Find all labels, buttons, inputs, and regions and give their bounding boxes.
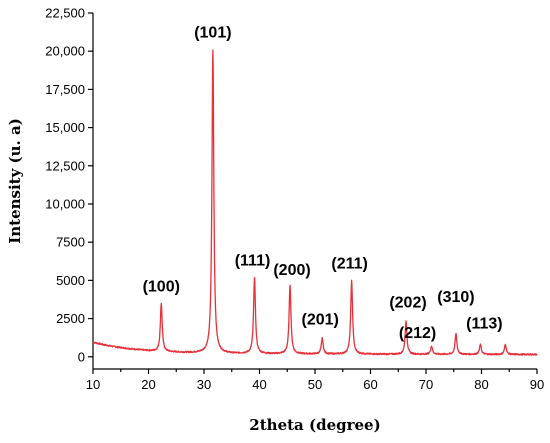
- x-axis-title: 2theta (degree): [249, 416, 380, 434]
- peak-label: (201): [302, 311, 339, 328]
- y-tick-label: 17,500: [45, 82, 85, 97]
- y-tick-label: 15,000: [45, 120, 85, 135]
- peak-labels: (100) (101) (111)(200) (201) (211) (202) (212)…: [143, 25, 503, 342]
- x-tick-label: 50: [308, 377, 322, 392]
- x-tick-label: 20: [141, 377, 155, 392]
- y-tick-label: 22,500: [45, 6, 85, 21]
- peak-label: (100): [143, 278, 180, 295]
- x-tick-label: 40: [252, 377, 266, 392]
- x-ticks: 10 20 30 40 50 60 70 80 90: [86, 369, 544, 392]
- y-tick-label: 5000: [56, 273, 85, 288]
- peak-label: (113): [466, 316, 502, 333]
- peak-label: (111): [235, 252, 271, 269]
- peak-label: (202): [389, 295, 426, 312]
- y-tick-label: 0: [78, 349, 85, 364]
- peak-label: (212): [399, 325, 436, 342]
- x-tick-label: 70: [419, 377, 433, 392]
- xrd-pattern-line: [92, 49, 538, 356]
- y-tick-label: 20,000: [45, 44, 85, 59]
- x-tick-label: 60: [363, 377, 377, 392]
- peak-label: (101): [194, 25, 231, 42]
- x-tick-label: 30: [197, 377, 211, 392]
- peak-label: (211): [331, 255, 367, 272]
- y-tick-label: 7500: [56, 235, 85, 250]
- x-tick-label: 90: [530, 377, 544, 392]
- series: [92, 49, 538, 356]
- x-tick-label: 80: [474, 377, 488, 392]
- y-tick-label: 2500: [56, 311, 85, 326]
- x-tick-label: 10: [86, 377, 100, 392]
- peak-label: (200): [273, 262, 310, 279]
- y-ticks: 0 2500 5000 7500 10,000 12,500 15,000 17,500 20,…: [45, 6, 93, 364]
- y-axis-title: Intensity (u. a): [6, 118, 24, 244]
- y-tick-label: 12,500: [45, 158, 85, 173]
- peak-label: (310): [437, 289, 474, 306]
- y-tick-label: 10,000: [45, 196, 85, 211]
